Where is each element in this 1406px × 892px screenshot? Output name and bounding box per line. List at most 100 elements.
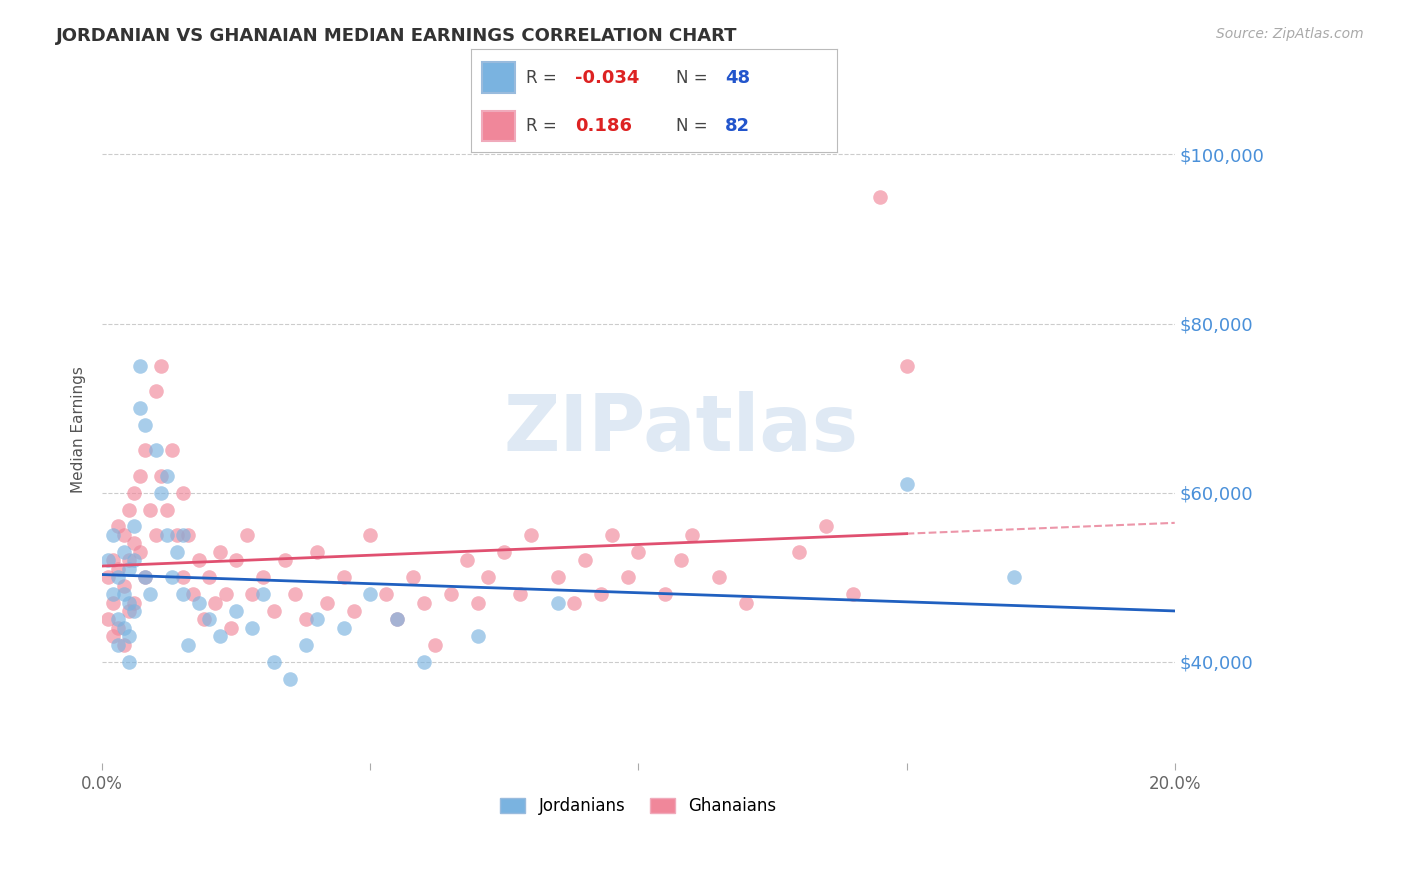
- Point: [107, 638, 129, 652]
- Point: [177, 528, 200, 542]
- Point: [842, 587, 865, 601]
- Point: [112, 638, 135, 652]
- Point: [128, 468, 150, 483]
- Point: [155, 502, 177, 516]
- Point: [198, 612, 221, 626]
- Text: R =: R =: [526, 69, 562, 87]
- Point: [467, 629, 489, 643]
- Point: [107, 621, 129, 635]
- Point: [263, 604, 285, 618]
- Point: [225, 604, 247, 618]
- Point: [209, 629, 232, 643]
- Point: [128, 359, 150, 373]
- Point: [124, 604, 146, 618]
- Point: [600, 528, 623, 542]
- Point: [896, 477, 918, 491]
- Point: [209, 545, 232, 559]
- Point: [145, 384, 167, 399]
- Point: [284, 587, 307, 601]
- Point: [198, 570, 221, 584]
- Point: [145, 528, 167, 542]
- Point: [305, 612, 328, 626]
- Point: [240, 621, 263, 635]
- Point: [562, 595, 585, 609]
- Point: [139, 502, 162, 516]
- Point: [236, 528, 259, 542]
- Point: [204, 595, 226, 609]
- Point: [1002, 570, 1025, 584]
- Point: [359, 528, 381, 542]
- Point: [97, 612, 120, 626]
- Point: [332, 570, 354, 584]
- Point: [97, 553, 120, 567]
- Point: [101, 587, 124, 601]
- Text: 48: 48: [725, 69, 751, 87]
- FancyBboxPatch shape: [482, 111, 515, 141]
- Point: [547, 595, 569, 609]
- Point: [273, 553, 295, 567]
- Point: [240, 587, 263, 601]
- Point: [375, 587, 398, 601]
- Point: [278, 672, 301, 686]
- Point: [423, 638, 446, 652]
- Point: [316, 595, 339, 609]
- Text: Source: ZipAtlas.com: Source: ZipAtlas.com: [1216, 27, 1364, 41]
- Point: [124, 595, 146, 609]
- Point: [128, 545, 150, 559]
- Point: [219, 621, 242, 635]
- Point: [187, 595, 209, 609]
- Point: [263, 655, 285, 669]
- Point: [160, 570, 183, 584]
- Point: [166, 545, 188, 559]
- Point: [520, 528, 543, 542]
- Point: [118, 502, 141, 516]
- Point: [509, 587, 531, 601]
- FancyBboxPatch shape: [482, 62, 515, 93]
- Point: [112, 528, 135, 542]
- Y-axis label: Median Earnings: Median Earnings: [72, 366, 86, 492]
- Text: JORDANIAN VS GHANAIAN MEDIAN EARNINGS CORRELATION CHART: JORDANIAN VS GHANAIAN MEDIAN EARNINGS CO…: [56, 27, 738, 45]
- Point: [124, 519, 146, 533]
- Point: [124, 485, 146, 500]
- Point: [124, 536, 146, 550]
- Point: [97, 570, 120, 584]
- Point: [225, 553, 247, 567]
- Legend: Jordanians, Ghanaians: Jordanians, Ghanaians: [494, 790, 783, 822]
- Point: [134, 570, 156, 584]
- Point: [183, 587, 205, 601]
- Point: [101, 595, 124, 609]
- Point: [681, 528, 703, 542]
- Point: [112, 545, 135, 559]
- Point: [440, 587, 463, 601]
- Point: [172, 528, 194, 542]
- Point: [155, 468, 177, 483]
- Point: [385, 612, 408, 626]
- Text: 0.186: 0.186: [575, 117, 633, 135]
- Point: [252, 570, 274, 584]
- Text: N =: N =: [676, 69, 713, 87]
- Point: [177, 638, 200, 652]
- Point: [112, 621, 135, 635]
- Point: [118, 595, 141, 609]
- Point: [671, 553, 693, 567]
- Point: [343, 604, 366, 618]
- Point: [145, 443, 167, 458]
- Point: [627, 545, 650, 559]
- Point: [707, 570, 730, 584]
- Point: [214, 587, 236, 601]
- Point: [128, 401, 150, 415]
- Point: [155, 528, 177, 542]
- Point: [477, 570, 499, 584]
- Point: [413, 655, 436, 669]
- Point: [616, 570, 638, 584]
- Point: [150, 468, 173, 483]
- Point: [574, 553, 596, 567]
- Point: [359, 587, 381, 601]
- Point: [134, 417, 156, 432]
- Text: 82: 82: [725, 117, 751, 135]
- Point: [295, 638, 318, 652]
- Point: [305, 545, 328, 559]
- Point: [896, 359, 918, 373]
- Point: [815, 519, 838, 533]
- Point: [118, 604, 141, 618]
